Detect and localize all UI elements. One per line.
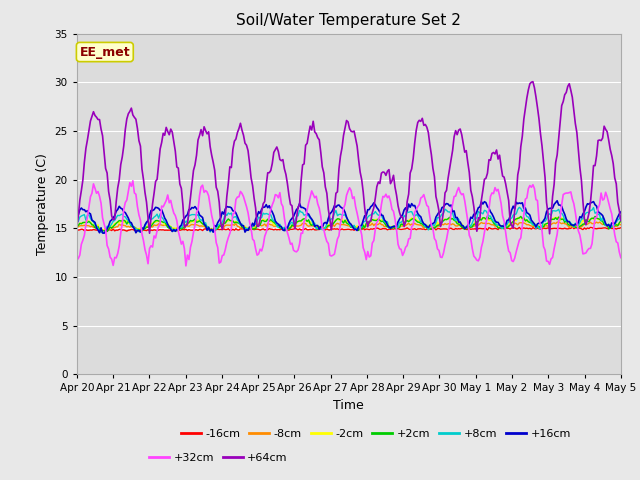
Line: -8cm: -8cm	[77, 222, 621, 230]
+2cm	[264, 216, 271, 222]
+8cm	[141, 224, 149, 229]
+16cm	[589, 199, 597, 204]
+8cm	[589, 204, 597, 210]
+16cm	[617, 209, 625, 215]
-16cm	[589, 226, 597, 231]
-2cm	[617, 218, 625, 224]
+2cm	[312, 225, 320, 231]
-8cm	[617, 222, 625, 228]
+32cm	[256, 246, 264, 252]
+64cm	[253, 224, 261, 229]
+8cm	[617, 213, 625, 218]
+32cm	[141, 247, 149, 252]
-2cm	[141, 226, 149, 231]
-16cm	[73, 227, 81, 232]
Title: Soil/Water Temperature Set 2: Soil/Water Temperature Set 2	[236, 13, 461, 28]
X-axis label: Time: Time	[333, 399, 364, 412]
-8cm	[589, 221, 597, 227]
+16cm	[554, 198, 561, 204]
+32cm	[617, 255, 625, 261]
-8cm	[555, 219, 563, 225]
Line: +2cm: +2cm	[77, 216, 621, 232]
-8cm	[264, 220, 271, 226]
-2cm	[589, 216, 597, 222]
Line: +16cm: +16cm	[77, 201, 621, 233]
+16cm	[312, 223, 320, 228]
-8cm	[175, 228, 182, 233]
+8cm	[264, 211, 271, 217]
+16cm	[141, 222, 149, 228]
+16cm	[237, 220, 244, 226]
+32cm	[238, 191, 246, 196]
+64cm	[262, 182, 270, 188]
+2cm	[136, 229, 144, 235]
-8cm	[255, 223, 262, 228]
Line: +64cm: +64cm	[77, 82, 621, 234]
+64cm	[617, 218, 625, 224]
-16cm	[141, 228, 149, 233]
-16cm	[568, 224, 576, 230]
-16cm	[264, 227, 271, 233]
Line: -2cm: -2cm	[77, 217, 621, 230]
+64cm	[589, 163, 597, 168]
+8cm	[515, 204, 523, 210]
Legend: +32cm, +64cm: +32cm, +64cm	[145, 449, 292, 468]
+2cm	[484, 213, 492, 219]
-16cm	[237, 226, 244, 231]
+32cm	[73, 257, 81, 263]
Y-axis label: Temperature (C): Temperature (C)	[36, 153, 49, 255]
+64cm	[546, 231, 554, 237]
-2cm	[73, 223, 81, 228]
+64cm	[529, 79, 537, 84]
+16cm	[255, 209, 262, 215]
+2cm	[73, 224, 81, 229]
+32cm	[182, 263, 189, 269]
+2cm	[141, 226, 149, 232]
-8cm	[312, 224, 320, 230]
-2cm	[312, 223, 320, 229]
-16cm	[312, 227, 320, 233]
-16cm	[103, 228, 111, 234]
+2cm	[617, 218, 625, 224]
+16cm	[100, 230, 108, 236]
Text: EE_met: EE_met	[79, 46, 130, 59]
+64cm	[140, 177, 147, 182]
-2cm	[99, 228, 106, 233]
+8cm	[100, 230, 108, 236]
Line: -16cm: -16cm	[77, 227, 621, 231]
-8cm	[140, 227, 147, 233]
+8cm	[255, 214, 262, 220]
Line: +8cm: +8cm	[77, 207, 621, 233]
Line: +32cm: +32cm	[77, 181, 621, 266]
-2cm	[264, 216, 271, 222]
+32cm	[129, 178, 137, 184]
-2cm	[255, 221, 262, 227]
+8cm	[237, 222, 244, 228]
-16cm	[255, 227, 262, 232]
+32cm	[589, 227, 597, 233]
+2cm	[589, 216, 597, 221]
+16cm	[264, 205, 271, 211]
+8cm	[73, 219, 81, 225]
-8cm	[237, 225, 244, 231]
+64cm	[311, 129, 319, 135]
-2cm	[411, 214, 419, 220]
-16cm	[617, 225, 625, 231]
+2cm	[255, 223, 262, 228]
+32cm	[314, 201, 321, 207]
+8cm	[312, 226, 320, 231]
+64cm	[73, 225, 81, 231]
-2cm	[237, 220, 244, 226]
+32cm	[266, 214, 273, 219]
+64cm	[235, 126, 243, 132]
+16cm	[73, 213, 81, 219]
-8cm	[73, 224, 81, 230]
+2cm	[237, 222, 244, 228]
